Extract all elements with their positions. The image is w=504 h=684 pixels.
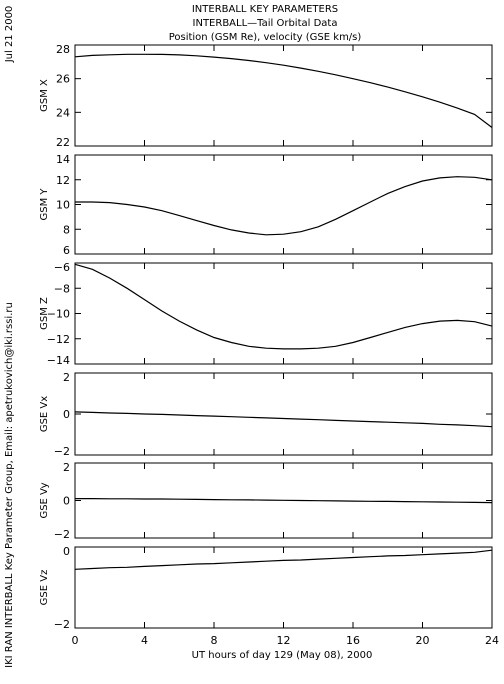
y-tick-label: 12 [56, 174, 70, 187]
y-axis-label: GSM X [39, 79, 50, 112]
x-axis-label: UT hours of day 129 (May 08), 2000 [192, 650, 373, 661]
series-line-gse-vz [74, 549, 493, 570]
y-tick-label: −6 [54, 261, 70, 274]
date-label: Jul 21 2000 [4, 6, 15, 64]
series-line-gsm-x [74, 53, 493, 128]
y-axis-label: GSM Z [39, 297, 50, 330]
panel-frame [74, 154, 493, 255]
chart-title-line3: Position (GSM Re), velocity (GSE km/s) [169, 32, 362, 43]
y-tick-label: 26 [56, 73, 70, 86]
y-tick-label: 22 [56, 136, 70, 149]
x-tick-label: 24 [485, 634, 499, 647]
y-tick-label: −2 [54, 445, 70, 458]
series-line-gsm-y [75, 176, 493, 236]
y-tick-label: 0 [63, 495, 70, 508]
series-line-gse-vx [74, 411, 493, 428]
y-axis-label: GSE Vx [39, 396, 50, 432]
series-line-gse-vy [75, 498, 493, 504]
y-tick-label: 28 [56, 43, 70, 56]
y-axis-label: GSE Vy [39, 482, 50, 518]
credit-label: IKI RAN INTERBALL Key Parameter Group, E… [4, 302, 15, 668]
x-tick-label: 0 [72, 634, 79, 647]
y-tick-label: 0 [63, 408, 70, 421]
y-tick-label: −10 [47, 308, 70, 321]
series-line-gsm-z [74, 263, 493, 350]
y-tick-label: 10 [56, 199, 70, 212]
panel-frame [74, 546, 493, 629]
chart-title-line1: INTERBALL KEY PARAMETERS [192, 4, 338, 15]
y-tick-label: −2 [54, 528, 70, 541]
y-tick-label: −14 [47, 354, 70, 367]
x-tick-label: 4 [141, 634, 148, 647]
x-tick-label: 16 [346, 634, 360, 647]
chart-title-line2: INTERBALL—Tail Orbital Data [193, 18, 338, 29]
y-tick-label: 8 [63, 223, 70, 236]
y-tick-label: 6 [63, 244, 70, 257]
y-tick-label: −2 [54, 618, 70, 631]
y-tick-label: 2 [63, 371, 70, 384]
y-tick-label: 24 [56, 106, 70, 119]
y-axis-label: GSE Vz [39, 570, 50, 606]
y-tick-label: 2 [63, 461, 70, 474]
x-tick-label: 20 [416, 634, 430, 647]
x-tick-label: 8 [211, 634, 218, 647]
x-tick-label: 12 [277, 634, 291, 647]
y-tick-label: 0 [63, 545, 70, 558]
y-tick-label: −12 [47, 333, 70, 346]
y-tick-label: 14 [56, 153, 70, 166]
y-tick-label: −8 [54, 282, 70, 295]
panel-frame [74, 44, 493, 147]
y-axis-label: GSM Y [39, 188, 50, 221]
